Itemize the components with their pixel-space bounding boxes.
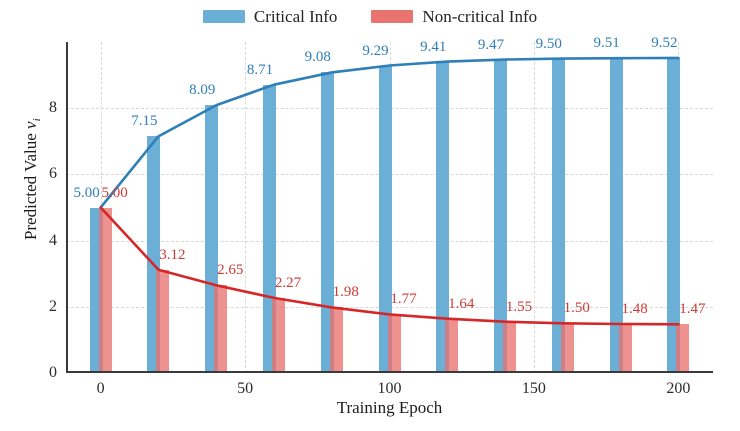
bar-critical — [609, 58, 623, 373]
bar-non-critical — [329, 307, 343, 373]
value-label-non-critical: 1.48 — [621, 301, 648, 317]
legend-swatch-critical-info — [202, 10, 245, 23]
plot-area: 5.00 7.15 8.09 8.71 9.08 9.29 9.41 9.47 9.50 9.51… — [49, 35, 713, 397]
value-label-critical: 9.41 — [420, 38, 447, 55]
bar-critical — [667, 57, 681, 373]
value-label-non-critical: 1.47 — [679, 301, 706, 318]
bar-non-critical — [618, 324, 632, 373]
value-label-critical: 9.47 — [477, 36, 505, 53]
value-label-non-critical: 1.77 — [390, 291, 417, 308]
y-axis-label-subscript: i — [31, 118, 44, 122]
bar-non-critical — [503, 321, 517, 373]
y-axis-label: Predicted Value vi — [21, 29, 43, 329]
legend-swatch-non-critical-info — [371, 10, 414, 23]
bar-critical — [378, 65, 392, 373]
bar-critical — [551, 58, 565, 373]
legend-item-non-critical-info: Non-critical Info — [371, 8, 537, 25]
y-tick-label: 0 — [49, 364, 57, 381]
value-label-non-critical: 2.27 — [274, 274, 302, 291]
bar-critical — [436, 61, 450, 373]
bar-non-critical — [156, 269, 170, 373]
legend-label-critical-info: Critical Info — [253, 7, 338, 26]
bar-non-critical — [214, 285, 228, 373]
value-label-non-critical: 1.50 — [563, 300, 590, 317]
value-label-critical: 9.50 — [535, 35, 562, 52]
x-tick-label: 0 — [96, 380, 105, 397]
value-label-non-critical: 1.55 — [505, 298, 533, 315]
value-label-non-critical: 3.12 — [159, 246, 186, 263]
line-non-critical — [99, 206, 680, 326]
value-label-critical: 9.08 — [304, 49, 331, 66]
value-label-critical: 9.51 — [593, 35, 620, 52]
value-label-critical: 8.71 — [246, 61, 274, 78]
y-tick-label: 4 — [49, 231, 57, 249]
y-axis-spine — [66, 42, 68, 373]
bar-critical — [494, 59, 508, 373]
line-overlay — [99, 56, 680, 326]
gridline-vertical — [245, 42, 247, 373]
value-label-non-critical: 1.64 — [448, 295, 475, 312]
value-label-critical: 8.09 — [189, 82, 216, 99]
value-label-non-critical: 1.98 — [332, 284, 359, 301]
y-axis-label-symbol: v — [20, 121, 40, 129]
bar-non-critical — [676, 324, 690, 373]
line-critical — [99, 56, 680, 209]
bar-critical — [320, 72, 334, 373]
bar-non-critical — [98, 207, 112, 373]
legend-label-non-critical-info: Non-critical Info — [422, 7, 538, 26]
y-tick-label: 8 — [49, 99, 57, 117]
y-tick-label: 2 — [49, 297, 57, 315]
chart-legend: Critical Info Non-critical Info — [0, 8, 740, 25]
x-tick-label: 200 — [666, 380, 691, 397]
bar-non-critical — [445, 318, 459, 373]
bar-non-critical — [387, 314, 401, 373]
x-tick-label: 100 — [377, 380, 402, 397]
value-label-non-critical: 5.00 — [101, 184, 128, 201]
y-axis-label-text: Predicted Value — [20, 133, 40, 241]
y-tick-label: 6 — [49, 165, 57, 183]
value-label-critical: 9.52 — [651, 34, 678, 51]
bar-non-critical — [271, 297, 285, 373]
x-axis-spine — [66, 371, 713, 373]
value-label-critical: 5.00 — [73, 184, 100, 201]
x-tick-label: 150 — [521, 380, 546, 397]
bar-non-critical — [560, 323, 574, 373]
x-axis-label: Training Epoch — [336, 398, 443, 417]
value-label-critical: 7.15 — [131, 113, 158, 130]
x-tick-label: 50 — [237, 380, 254, 397]
legend-item-critical-info: Critical Info — [202, 7, 338, 26]
value-label-critical: 9.29 — [362, 42, 389, 59]
gridline-vertical — [533, 42, 535, 373]
value-label-non-critical: 2.65 — [217, 262, 244, 279]
